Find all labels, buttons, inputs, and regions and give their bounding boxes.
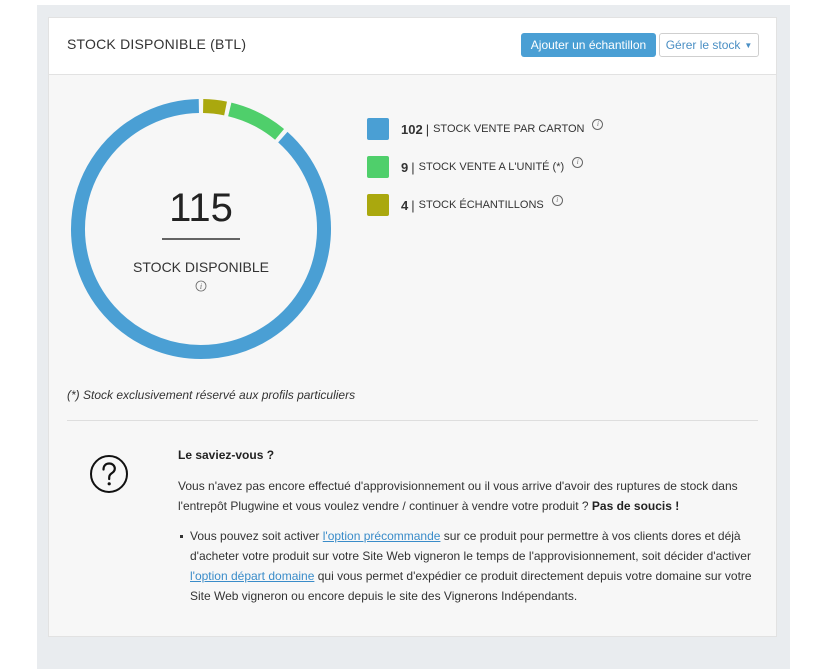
legend-item-samples: 4 | STOCK ÉCHANTILLONS i	[367, 193, 603, 217]
legend-swatch	[367, 156, 389, 178]
bullet-text-3: qui vous permet d'expédier ce produit di…	[190, 569, 752, 603]
donut-label: STOCK DISPONIBLE	[133, 259, 269, 275]
legend-swatch	[367, 118, 389, 140]
donut-total: 115	[169, 186, 233, 230]
stock-card: STOCK DISPONIBLE (BTL) Ajouter un échant…	[48, 17, 777, 637]
question-circle-icon	[90, 455, 128, 493]
manage-stock-dropdown[interactable]: Gérer le stock ▼	[659, 33, 759, 57]
legend-separator: |	[411, 197, 415, 213]
caret-down-icon: ▼	[744, 40, 753, 50]
bullet-text-2: sur ce produit pour permettre à vos clie…	[190, 529, 751, 563]
donut-slice-carton	[71, 99, 331, 359]
stock-legend: 102 | STOCK VENTE PAR CARTON i 9 | STOCK…	[367, 117, 604, 231]
help-paragraph-text: Vous n'avez pas encore effectué d'approv…	[178, 479, 738, 513]
preorder-option-link[interactable]: l'option précommande	[322, 529, 441, 543]
legend-label: STOCK ÉCHANTILLONS	[418, 199, 544, 211]
info-icon[interactable]: i	[572, 156, 584, 168]
info-icon[interactable]: i	[592, 118, 604, 130]
donut-info-icon[interactable]: i	[195, 280, 207, 292]
legend-swatch	[367, 194, 389, 216]
legend-item-unit: 9 | STOCK VENTE A L'UNITÉ (*) i	[367, 155, 603, 179]
footnote: (*) Stock exclusivement réservé aux prof…	[67, 388, 356, 402]
help-list: Vous pouvez soit activer l'option précom…	[178, 526, 768, 606]
divider	[67, 420, 758, 421]
legend-value: 102	[401, 121, 423, 137]
bullet-text-1: Vous pouvez soit activer	[190, 529, 323, 543]
domain-departure-option-link[interactable]: l'option départ domaine	[190, 569, 315, 583]
add-sample-button[interactable]: Ajouter un échantillon	[521, 33, 656, 57]
legend-item-carton: 102 | STOCK VENTE PAR CARTON i	[367, 117, 604, 141]
legend-separator: |	[411, 159, 415, 175]
legend-value: 4	[401, 197, 409, 213]
manage-stock-label: Gérer le stock	[665, 38, 741, 52]
legend-value: 9	[401, 159, 409, 175]
stock-donut-chart: 115 STOCK DISPONIBLE i	[71, 99, 331, 359]
svg-text:i: i	[200, 282, 202, 291]
donut-slice-unit	[227, 102, 285, 140]
donut-slice-samples	[202, 99, 227, 116]
legend-label: STOCK VENTE A L'UNITÉ (*)	[418, 161, 565, 173]
help-paragraph: Vous n'avez pas encore effectué d'approv…	[178, 476, 768, 516]
legend-label: STOCK VENTE PAR CARTON	[433, 123, 585, 135]
list-item: Vous pouvez soit activer l'option précom…	[178, 526, 768, 606]
info-icon[interactable]: i	[551, 194, 563, 206]
help-paragraph-bold: Pas de soucis !	[591, 499, 680, 513]
help-title: Le saviez-vous ?	[178, 448, 275, 462]
card-title: STOCK DISPONIBLE (BTL)	[67, 36, 247, 52]
legend-separator: |	[425, 121, 430, 137]
card-header: STOCK DISPONIBLE (BTL) Ajouter un échant…	[49, 18, 776, 75]
